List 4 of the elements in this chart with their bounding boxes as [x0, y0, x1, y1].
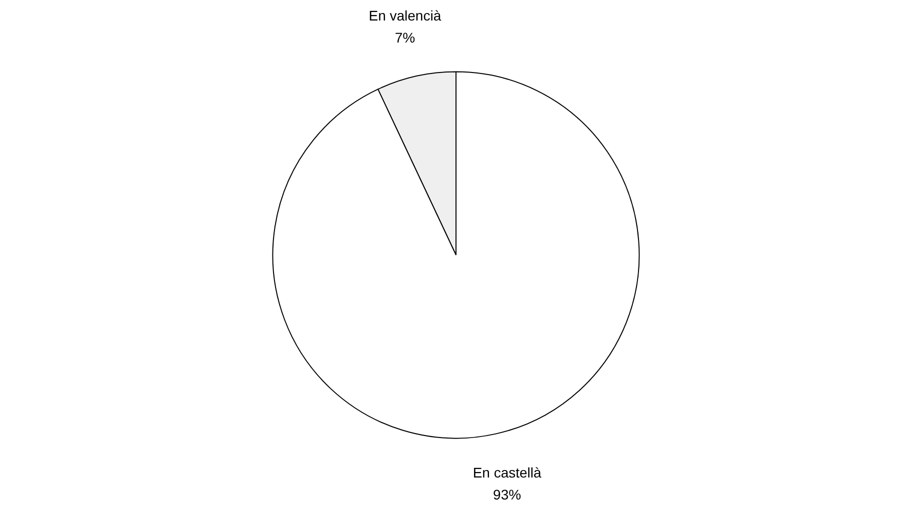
data-label: 7% [394, 29, 416, 46]
slice-label: En valencià [368, 8, 442, 24]
data-label: 93% [493, 486, 522, 502]
slice-label: En castellà [472, 464, 542, 481]
